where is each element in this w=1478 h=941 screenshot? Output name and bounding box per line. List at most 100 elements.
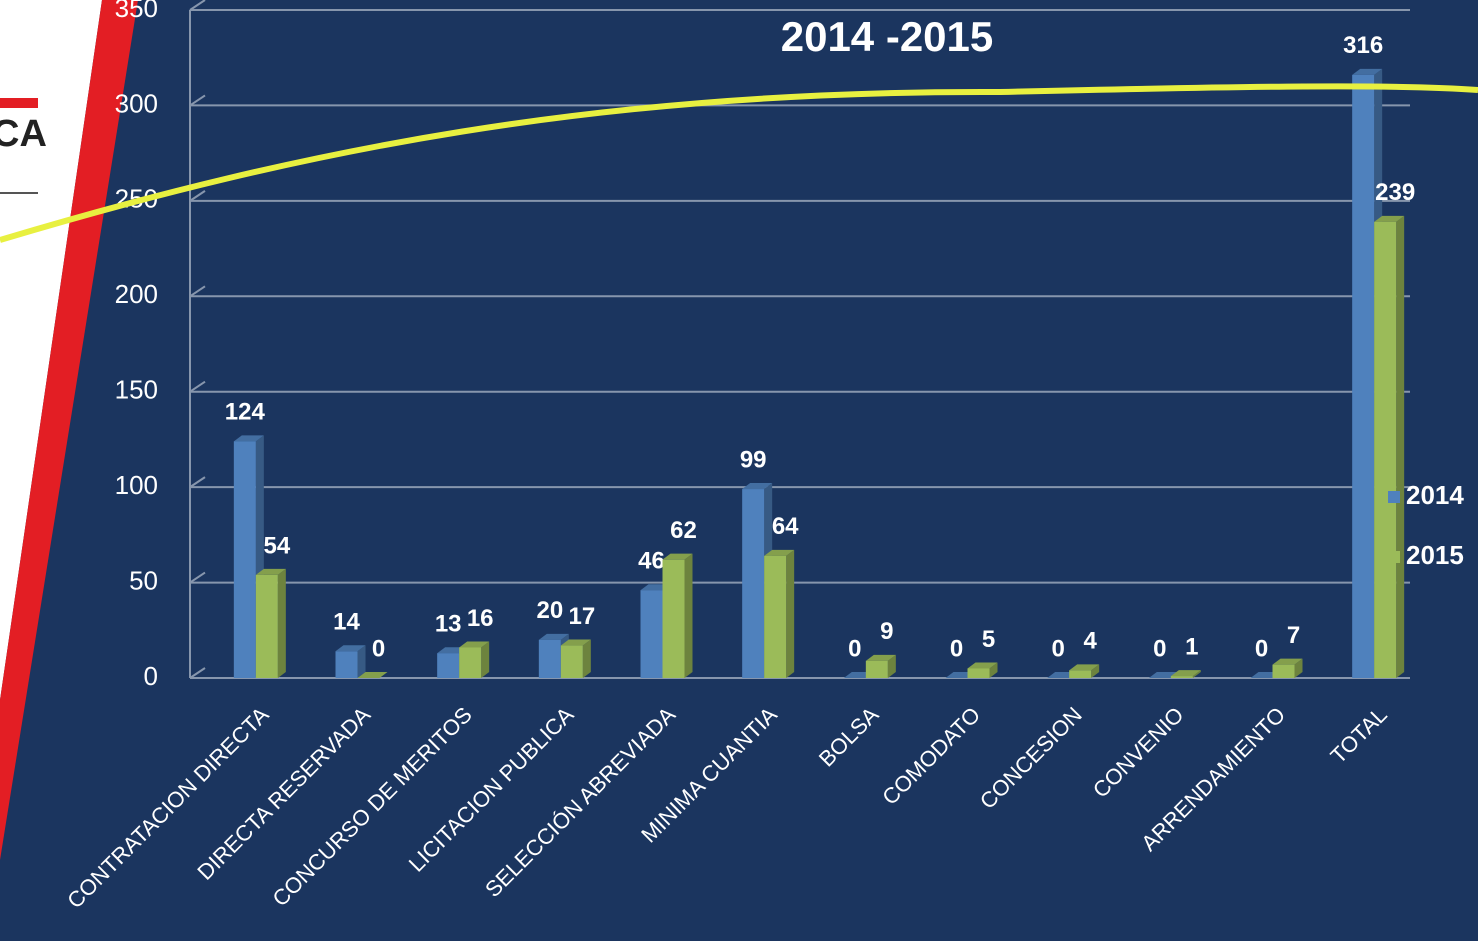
bar-side (887, 654, 896, 678)
value-label: 20 (536, 597, 563, 624)
bar-side (277, 568, 286, 678)
bar (560, 645, 583, 678)
bar (967, 668, 990, 678)
value-label: 9 (880, 618, 893, 645)
legend-swatch (1388, 551, 1400, 563)
value-label: 0 (1153, 635, 1166, 662)
bar (437, 653, 460, 678)
bar-top (233, 435, 264, 442)
bar-side (1396, 215, 1405, 678)
bar-top (1069, 664, 1100, 671)
y-tick-label: 200 (115, 279, 158, 309)
bar (233, 441, 256, 678)
grid-edge (189, 0, 206, 11)
x-tick-label: DIRECTA RESERVADA (192, 702, 375, 885)
x-tick-label: CONCURSO DE MERITOS (268, 702, 477, 911)
value-label: 1 (1185, 633, 1198, 660)
value-label: 64 (772, 513, 799, 540)
bar-side (1091, 664, 1100, 678)
grid-edge (189, 380, 206, 393)
bar-top (1374, 215, 1405, 222)
bar (538, 639, 561, 678)
x-tick-label: SELECCIÓN ABREVIADA (480, 702, 680, 902)
chart-title: 2014 -2015 (781, 13, 994, 60)
bar-top (538, 633, 569, 640)
x-tick-label: CONVENIO (1088, 702, 1189, 803)
value-label: 316 (1343, 32, 1383, 59)
bar (335, 651, 358, 678)
decor-curve (0, 83, 1478, 243)
value-label: 4 (1083, 628, 1097, 655)
x-tick-label: COMODATO (877, 702, 985, 810)
bar-side (357, 645, 366, 678)
value-label: 46 (638, 548, 665, 575)
bar (662, 559, 685, 678)
value-label: 0 (950, 635, 963, 662)
bar (742, 489, 765, 678)
value-label: 16 (467, 605, 494, 632)
bar (1374, 221, 1397, 678)
value-label: 0 (372, 635, 385, 662)
bar (1352, 74, 1375, 679)
value-label: 0 (848, 635, 861, 662)
bar (1069, 670, 1092, 678)
legend-swatch (1388, 491, 1400, 503)
value-label: 7 (1287, 622, 1300, 649)
value-label: 17 (568, 603, 595, 630)
grid-edge (189, 476, 206, 488)
y-tick-label: 50 (129, 565, 158, 595)
bar-top (865, 654, 896, 661)
bar-top (1170, 670, 1201, 677)
bar-top (1272, 658, 1303, 665)
bar-side (1294, 658, 1303, 678)
bar (1272, 664, 1295, 678)
bar (459, 647, 482, 678)
bar-side (582, 639, 591, 678)
value-label: 62 (670, 517, 697, 544)
grid-edge (189, 94, 206, 107)
y-tick-label: 0 (144, 661, 158, 691)
value-label: 0 (1255, 635, 1268, 662)
bar-side (989, 662, 998, 678)
bar-side (1192, 670, 1201, 678)
value-label: 13 (435, 611, 462, 638)
y-tick-label: 300 (115, 88, 158, 118)
value-label: 99 (740, 446, 767, 473)
y-tick-label: 100 (115, 470, 158, 500)
bar (255, 574, 278, 678)
grid-edge (189, 190, 206, 202)
bar-top (255, 568, 286, 575)
x-tick-label: BOLSA (814, 702, 884, 772)
bar-side (786, 549, 795, 678)
bar (640, 590, 663, 678)
bar-top (560, 639, 591, 646)
bar-top (742, 483, 773, 490)
y-tick-label: 350 (115, 0, 158, 23)
bar-top (335, 645, 366, 652)
y-tick-label: 150 (115, 375, 158, 405)
x-tick-label: LICITACION PUBLICA (404, 702, 579, 877)
grid-edge (189, 667, 206, 679)
red-stripe (0, 0, 138, 860)
value-label: 0 (1051, 635, 1064, 662)
bar-top (1352, 68, 1383, 75)
value-label: 54 (263, 532, 290, 559)
logo-bar (0, 98, 38, 108)
grid-edge (189, 571, 206, 584)
value-label: 124 (225, 399, 266, 426)
bar (764, 555, 787, 678)
bar-top (459, 641, 490, 648)
value-label: 5 (982, 626, 995, 653)
legend-label: 2015 (1406, 540, 1464, 570)
bar-side (481, 641, 490, 678)
logo-text: CA (0, 113, 47, 155)
bar-top (357, 672, 388, 678)
bar (865, 660, 888, 678)
bar-top (967, 662, 998, 669)
bar-top (662, 553, 693, 560)
bar-top (764, 549, 795, 556)
x-tick-label: CONCESION (975, 702, 1087, 814)
value-label: 239 (1375, 179, 1415, 206)
